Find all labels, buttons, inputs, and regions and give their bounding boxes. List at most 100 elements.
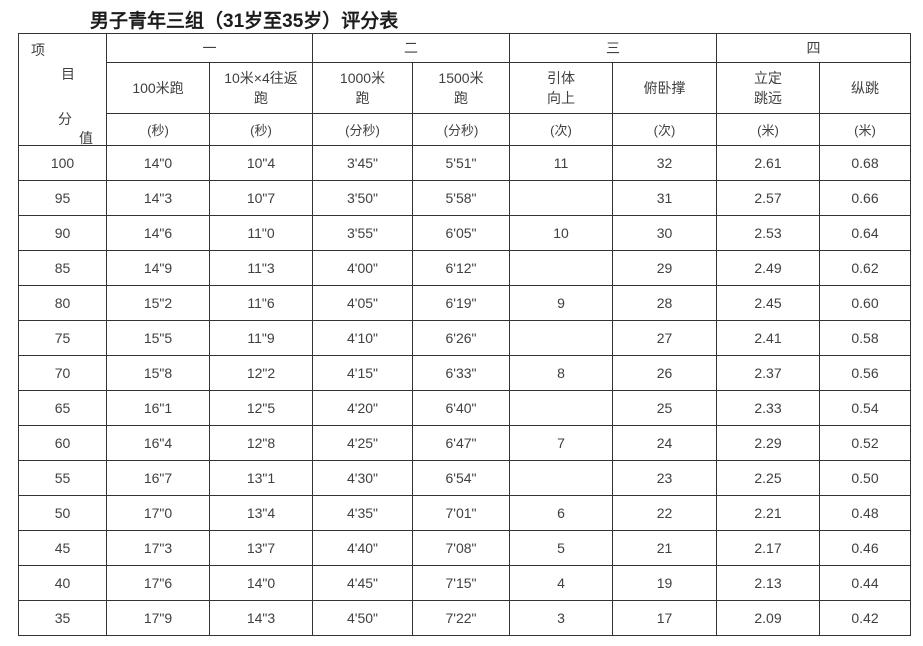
score-cell <box>509 460 613 496</box>
score-cell: 4'45" <box>312 565 413 601</box>
unit-cell: (分秒) <box>312 113 413 146</box>
score-cell: 14"0 <box>209 565 313 601</box>
score-cell: 4'05" <box>312 285 413 321</box>
score-cell: 0.42 <box>819 600 911 636</box>
score-cell: 0.60 <box>819 285 911 321</box>
score-cell: 10 <box>509 215 613 251</box>
row-score: 60 <box>18 425 107 461</box>
row-score: 85 <box>18 250 107 286</box>
score-cell: 3 <box>509 600 613 636</box>
score-cell: 14"9 <box>106 250 210 286</box>
score-row: 55 16"7 13"1 4'30" 6'54" 23 2.25 0.50 <box>18 460 911 496</box>
score-cell: 6'12" <box>412 250 510 286</box>
score-cell: 32 <box>612 145 717 181</box>
score-cell: 9 <box>509 285 613 321</box>
row-score: 40 <box>18 565 107 601</box>
score-table: 项 目 分 值 一 二 三 四 100米跑 10米×4往返 跑 1000米 跑 … <box>18 33 911 636</box>
score-cell: 6'47" <box>412 425 510 461</box>
score-cell: 11"3 <box>209 250 313 286</box>
score-cell: 0.66 <box>819 180 911 216</box>
row-score: 50 <box>18 495 107 531</box>
score-cell: 2.49 <box>716 250 820 286</box>
score-cell: 4'30" <box>312 460 413 496</box>
corner-char: 分 <box>58 111 72 127</box>
score-cell: 15"8 <box>106 355 210 391</box>
corner-char: 目 <box>61 66 75 82</box>
score-cell: 4'25" <box>312 425 413 461</box>
unit-cell: (分秒) <box>412 113 510 146</box>
score-cell: 14"0 <box>106 145 210 181</box>
row-score: 80 <box>18 285 107 321</box>
score-cell: 4'40" <box>312 530 413 566</box>
score-cell: 17 <box>612 600 717 636</box>
score-cell: 2.41 <box>716 320 820 356</box>
page-title: 男子青年三组（31岁至35岁）评分表 <box>90 11 399 32</box>
score-cell: 6'40" <box>412 390 510 426</box>
score-cell: 14"3 <box>209 600 313 636</box>
score-cell: 7 <box>509 425 613 461</box>
score-cell: 25 <box>612 390 717 426</box>
row-score: 65 <box>18 390 107 426</box>
column-header-push-ups: 俯卧撑 <box>612 62 717 114</box>
score-cell: 12"5 <box>209 390 313 426</box>
score-cell: 7'01" <box>412 495 510 531</box>
score-cell: 0.64 <box>819 215 911 251</box>
group-header-3: 三 <box>509 33 717 63</box>
score-cell: 14"6 <box>106 215 210 251</box>
score-row: 85 14"9 11"3 4'00" 6'12" 29 2.49 0.62 <box>18 250 911 286</box>
unit-cell: (米) <box>716 113 820 146</box>
unit-cell: (米) <box>819 113 911 146</box>
score-cell: 3'50" <box>312 180 413 216</box>
score-cell: 5'58" <box>412 180 510 216</box>
score-row: 90 14"6 11"0 3'55" 6'05" 10 30 2.53 0.64 <box>18 215 911 251</box>
score-row: 80 15"2 11"6 4'05" 6'19" 9 28 2.45 0.60 <box>18 285 911 321</box>
score-row: 95 14"3 10"7 3'50" 5'58" 31 2.57 0.66 <box>18 180 911 216</box>
column-header-pull-ups: 引体 向上 <box>509 62 613 114</box>
score-row: 65 16"1 12"5 4'20" 6'40" 25 2.33 0.54 <box>18 390 911 426</box>
score-cell: 6'19" <box>412 285 510 321</box>
score-cell: 6'05" <box>412 215 510 251</box>
score-cell: 6 <box>509 495 613 531</box>
score-cell: 28 <box>612 285 717 321</box>
row-score: 75 <box>18 320 107 356</box>
score-cell: 4'20" <box>312 390 413 426</box>
score-cell: 2.17 <box>716 530 820 566</box>
score-cell: 4'35" <box>312 495 413 531</box>
score-cell: 17"9 <box>106 600 210 636</box>
score-cell <box>509 180 613 216</box>
score-cell: 5'51" <box>412 145 510 181</box>
score-cell: 2.21 <box>716 495 820 531</box>
row-score: 35 <box>18 600 107 636</box>
score-cell: 0.50 <box>819 460 911 496</box>
group-header-row: 项 目 分 值 一 二 三 四 <box>18 33 911 146</box>
score-cell: 11"6 <box>209 285 313 321</box>
score-cell: 10"7 <box>209 180 313 216</box>
row-score: 90 <box>18 215 107 251</box>
score-cell <box>509 320 613 356</box>
row-score: 95 <box>18 180 107 216</box>
score-row: 45 17"3 13"7 4'40" 7'08" 5 21 2.17 0.46 <box>18 530 911 566</box>
score-cell: 0.46 <box>819 530 911 566</box>
score-cell: 3'55" <box>312 215 413 251</box>
unit-row: (秒) (秒) (分秒) (分秒) (次) (次) (米) (米) <box>19 113 911 146</box>
score-row: 50 17"0 13"4 4'35" 7'01" 6 22 2.21 0.48 <box>18 495 911 531</box>
score-cell: 2.25 <box>716 460 820 496</box>
score-row: 100 14"0 10"4 3'45" 5'51" 11 32 2.61 0.68 <box>18 145 911 181</box>
score-cell: 12"2 <box>209 355 313 391</box>
score-cell: 11"0 <box>209 215 313 251</box>
score-cell: 2.33 <box>716 390 820 426</box>
score-cell: 4'00" <box>312 250 413 286</box>
score-cell: 16"7 <box>106 460 210 496</box>
column-header-vertical-jump: 纵跳 <box>819 62 911 114</box>
score-cell: 7'15" <box>412 565 510 601</box>
score-cell: 27 <box>612 320 717 356</box>
score-cell: 0.56 <box>819 355 911 391</box>
corner-char: 项 <box>31 42 45 58</box>
column-header-long-jump: 立定 跳远 <box>716 62 820 114</box>
row-score: 100 <box>18 145 107 181</box>
score-cell: 6'26" <box>412 320 510 356</box>
score-cell: 15"5 <box>106 320 210 356</box>
score-cell: 15"2 <box>106 285 210 321</box>
score-cell: 4 <box>509 565 613 601</box>
